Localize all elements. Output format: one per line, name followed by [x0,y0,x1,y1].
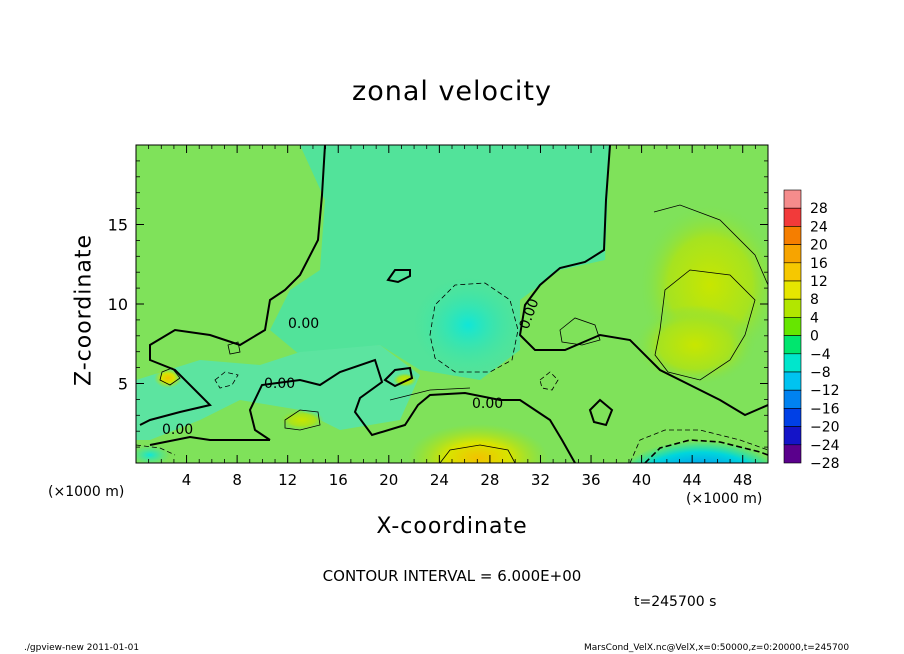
colorbar-label: −12 [810,383,840,399]
x-tick-label: 48 [733,471,752,489]
contour-label: 0.00 [472,396,503,412]
colorbar-swatch [783,244,802,264]
y-tick-label: 15 [108,216,128,235]
positive-contours [159,204,768,463]
x-tick-label: 16 [329,471,348,489]
x-tick-label: 32 [531,471,550,489]
colorbar-swatch [783,189,802,209]
y-tick-label: 10 [108,295,128,314]
x-unit-label-right: (×1000 m) [686,491,763,507]
colorbar-swatch [783,408,802,427]
x-tick-label: 44 [683,471,702,489]
colorbar-swatch [783,317,802,336]
x-tick-label: 40 [632,471,651,489]
colorbar-label: 0 [810,329,819,345]
colorbar-swatch [783,353,802,373]
colorbar-label: −28 [810,456,840,472]
colorbar-swatch [783,226,802,245]
colorbar-label: 8 [810,292,819,308]
colorbar-swatch [783,280,802,300]
colorbar-swatch [783,262,802,282]
colorbar-label: −20 [810,420,840,436]
colorbar-label: 24 [810,219,828,235]
colorbar: 28 24 20 16 12 8 4 0 −4 −8 −12 −16 −20 −24 −28 [783,189,840,472]
contour-label: 0.00 [288,316,319,332]
chart-title: zonal velocity [352,76,552,107]
x-tick-label: 20 [379,471,398,489]
colorbar-label: 20 [810,238,828,254]
colorbar-label: −16 [810,401,840,417]
footer-right: MarsCond_VelX.nc@VelX,x=0:50000,z=0:2000… [584,643,850,653]
heatmap-field: 0.00 0.00 0.00 0.00 0.00 [136,145,768,463]
colorbar-label: 12 [810,274,828,290]
x-axis-label: X-coordinate [376,514,528,539]
x-tick-label: 24 [430,471,449,489]
y-tick-label: 5 [118,375,128,394]
colorbar-swatch [783,389,802,409]
zero-contours [139,145,768,463]
colorbar-label: 28 [810,201,828,217]
contour-label: 0.00 [264,376,295,392]
negative-contours [136,282,768,463]
time-stamp: t=245700 s [634,594,717,610]
colorbar-label: 16 [810,256,828,272]
colorbar-swatch [783,207,802,227]
contour-interval: CONTOUR INTERVAL = 6.000E+00 [322,567,582,585]
colorbar-swatch [783,298,802,318]
x-ticks: 4 8 12 16 20 24 28 32 36 40 44 48 [148,145,756,489]
colorbar-label: −4 [810,347,831,363]
x-unit-label-left: (×1000 m) [48,484,125,500]
x-tick-label: 8 [232,471,242,489]
colorbar-label: −8 [810,365,831,381]
colorbar-swatch [783,335,802,355]
y-ticks: 5 10 15 [108,160,768,448]
colorbar-swatch [783,426,802,446]
colorbar-label: −24 [810,438,840,454]
colorbar-label: 4 [810,310,819,326]
colorbar-swatch [783,444,802,464]
x-tick-label: 28 [480,471,499,489]
x-tick-label: 4 [182,471,192,489]
x-tick-label: 12 [278,471,297,489]
footer-left: ./gpview-new 2011-01-01 [24,643,140,653]
contour-label: 0.00 [162,422,193,438]
x-tick-label: 36 [581,471,600,489]
colorbar-swatch [783,371,802,391]
